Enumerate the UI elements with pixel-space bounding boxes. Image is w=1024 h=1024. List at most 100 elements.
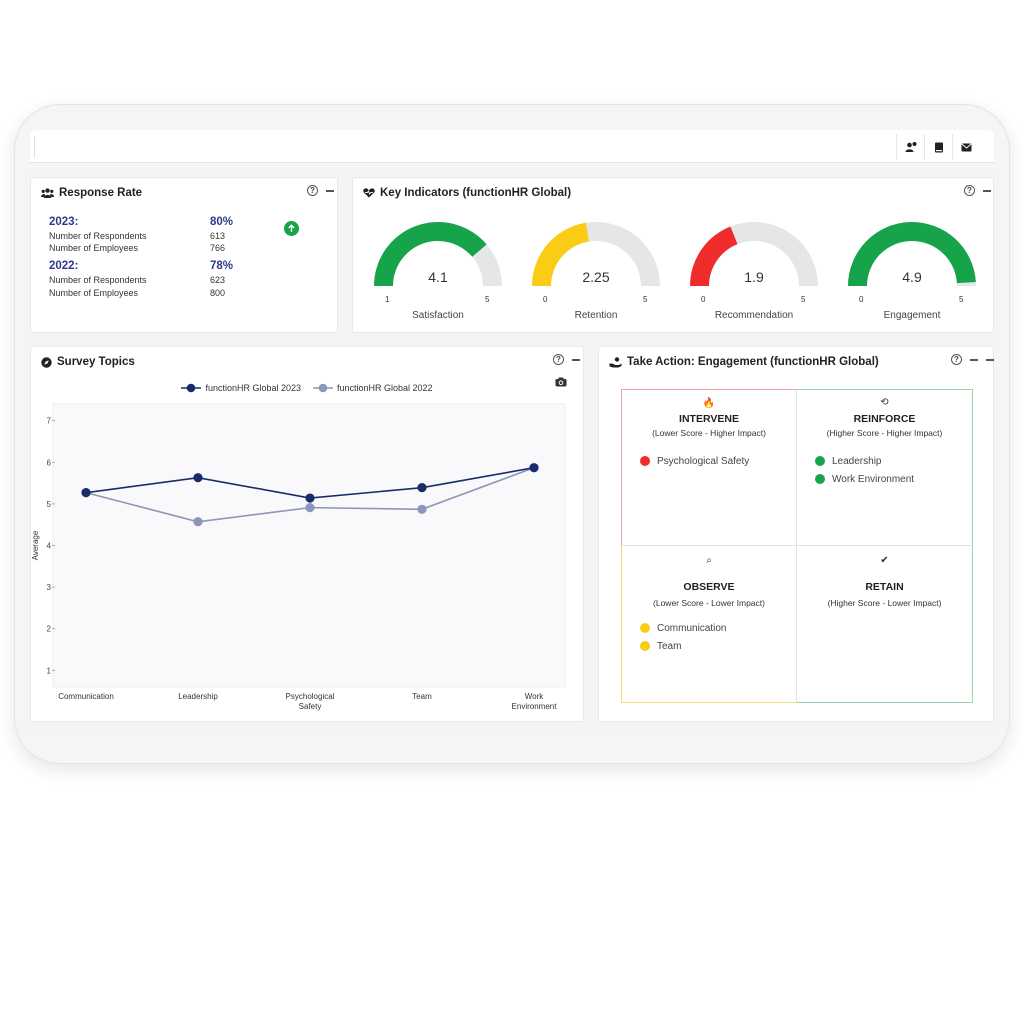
quadrant-subtitle: (Lower Score - Higher Impact) [652,428,766,438]
book-icon [934,142,943,152]
refresh-icon: ⟲ [880,397,889,408]
hand-holding-icon [609,356,622,367]
list-item-label: Leadership [832,455,882,467]
list-item[interactable]: Work Environment [815,470,914,488]
list-item[interactable]: Leadership [815,452,914,470]
book-button[interactable] [924,134,952,160]
employees-2023-value: 766 [210,243,226,253]
quadrant-list: Psychological Safety [640,452,749,470]
key-indicators-controls: ? [964,185,991,196]
year-2023-pct: 80% [210,216,234,228]
minimize-icon[interactable] [572,359,580,361]
x-tick-label: Work Environment [512,692,558,711]
list-item[interactable]: Psychological Safety [640,452,749,470]
help-icon[interactable]: ? [951,354,962,365]
legend-swatch-2023 [181,383,202,393]
minimize-icon[interactable] [986,359,994,361]
yellow-dot [640,641,650,651]
respondents-2023-label: Number of Respondents [49,231,147,241]
respondents-2023-value: 613 [210,231,226,241]
data-point[interactable] [193,473,203,483]
data-point[interactable] [81,488,91,498]
employees-2022-value: 800 [210,288,226,298]
gauge-max: 5 [485,295,490,304]
take-action-header: Take Action: Engagement (functionHR Glob… [609,356,879,368]
gauge-min: 1 [385,295,390,304]
camera-icon[interactable] [555,377,567,387]
year-2023-label: 2023: [49,216,79,228]
employees-2022-label: Number of Employees [49,288,139,298]
mail-button[interactable] [952,134,980,160]
response-rate-title: Response Rate [59,187,143,199]
list-item[interactable]: Communication [640,619,726,637]
gauge-label: Recommendation [714,310,794,321]
data-point[interactable] [417,504,427,514]
y-tick-label: 7 [47,417,52,426]
quadrant-subtitle: (Lower Score - Lower Impact) [653,598,765,608]
compass-icon [41,356,52,368]
data-point[interactable] [305,493,315,503]
legend-item-2023[interactable]: functionHR Global 2023 [181,383,301,393]
list-item-label: Team [657,640,682,652]
respondents-2022-label: Number of Respondents [49,275,147,285]
help-icon[interactable]: ? [553,354,564,365]
y-tick-label: 2 [47,625,52,634]
gauge-retention: 2.25 0 5 Retention [531,221,661,336]
user-pin-button[interactable] [896,134,924,160]
gauge-value: 1.9 [744,269,764,285]
gauge-value: 4.9 [902,269,922,285]
quadrant-subtitle: (Higher Score - Higher Impact) [826,428,943,438]
data-point[interactable] [529,463,539,473]
quadrant-observe: ⌕ OBSERVE (Lower Score - Lower Impact) C… [621,546,797,703]
gauge-recommendation: 1.9 0 5 Recommendation [689,221,819,336]
data-point[interactable] [193,517,203,527]
survey-topics-panel: Survey Topics ? functionHR Global 2023 f… [30,346,584,722]
key-indicators-title: Key Indicators (functionHR Global) [380,187,572,199]
gauge-fill [532,222,589,286]
key-indicators-panel: Key Indicators (functionHR Global) ? 4.1… [352,177,994,333]
survey-topics-controls: ? [553,354,580,365]
minimize-icon[interactable] [983,190,991,192]
list-item-label: Communication [657,622,727,634]
data-point[interactable] [305,503,315,513]
y-tick-label: 3 [47,583,52,592]
top-bar [30,130,994,163]
quadrant-retain: ✔ RETAIN (Higher Score - Lower Impact) [797,546,973,703]
heart-pulse-icon [363,188,375,198]
gauge-label: Retention [574,310,618,321]
y-axis-label: Average [31,530,40,560]
survey-topics-chart: Average 1 2 3 4 5 6 7 Communication Leadership Ps… [31,403,566,711]
users-icon [41,188,54,198]
list-item-label: Work Environment [832,473,915,485]
gauge-min: 0 [859,295,864,304]
plot-area [52,403,566,688]
quadrant-list: Leadership Work Environment [815,452,914,488]
trend-up-badge[interactable] [284,221,299,236]
legend-item-2022[interactable]: functionHR Global 2022 [313,383,433,393]
topbar-divider [34,136,35,158]
help-icon[interactable]: ? [307,185,318,196]
gauge-fill [374,222,487,286]
green-dot [815,456,825,466]
gauge-arc [848,221,976,286]
y-tick-label: 4 [47,542,52,551]
list-item[interactable]: Team [640,637,726,655]
y-tick-label: 5 [47,500,52,509]
take-action-title: Take Action: Engagement (functionHR Glob… [627,356,879,368]
minimize-icon[interactable] [326,190,334,192]
quadrant-list: Communication Team [640,619,726,655]
gauge-arc [374,222,502,286]
gauge-label: Satisfaction [412,310,464,321]
employees-2023-label: Number of Employees [49,243,139,253]
mail-icon [961,143,972,151]
quadrant-title: INTERVENE [679,413,739,425]
gauge-value: 2.25 [582,269,610,285]
chart-legend: functionHR Global 2023 functionHR Global… [31,383,583,393]
gauge-fill [690,226,738,286]
minimize-icon[interactable] [970,359,978,361]
response-rate-panel: Response Rate ? 2023: 80% Number of Resp… [30,177,338,333]
help-icon[interactable]: ? [964,185,975,196]
data-point[interactable] [417,483,427,493]
year-2022-label: 2022: [49,260,79,272]
x-tick-label: Psychological Safety [286,692,335,711]
